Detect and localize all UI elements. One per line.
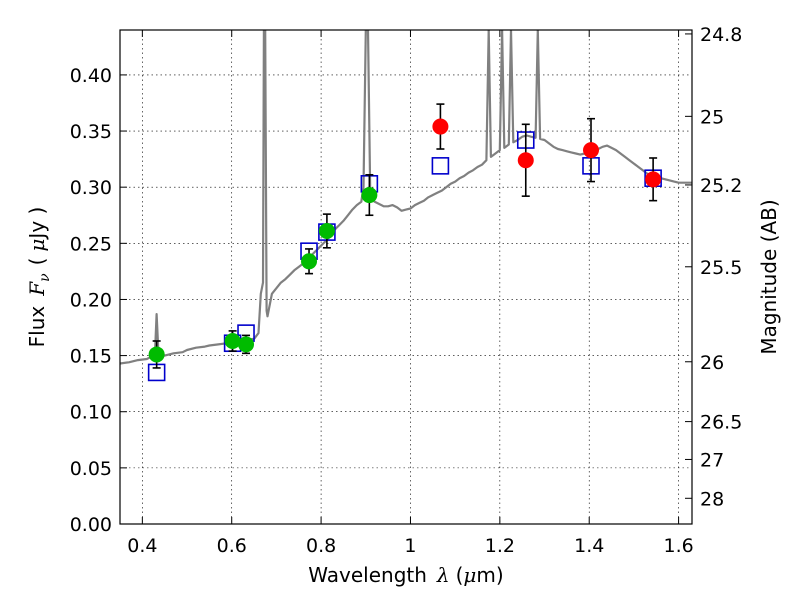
optical-observation-point <box>318 222 335 239</box>
x-tick-label: 1.4 <box>574 535 604 557</box>
y2-tick-label: 27 <box>700 449 724 471</box>
y2-tick-label: 26.5 <box>700 412 742 434</box>
y-axis-unit-rest: Jy ) <box>25 207 49 241</box>
optical-observation-point <box>301 253 318 270</box>
x-axis-unit-open: ( <box>456 563 464 587</box>
y-tick-label: 0.15 <box>70 346 112 368</box>
y-axis-flux-subscript: ν <box>37 273 53 282</box>
y-tick-label: 0.05 <box>70 458 112 480</box>
y2-tick-label: 24.8 <box>700 24 742 46</box>
nir-observation-point <box>432 118 449 135</box>
y-axis-flux-symbol: F <box>25 281 49 297</box>
x-axis-title: Wavelength λ (μm) <box>308 563 503 587</box>
optical-observation-point <box>361 187 378 204</box>
nir-observation-point <box>645 171 662 188</box>
y-axis-unit-open: ( <box>25 258 49 266</box>
model-flux-square <box>431 157 450 175</box>
y-axis-title-prefix: Flux <box>25 306 49 348</box>
plot-frame <box>119 29 693 525</box>
x-axis-lambda: λ <box>436 563 450 587</box>
y-tick-label: 0.25 <box>70 233 112 255</box>
nir-observation-point <box>583 142 600 159</box>
axes: 0.4 0.6 0.8 1 1.2 1.4 1.6 0.00 0.05 0.10 0.15 0.20 0… <box>70 24 743 557</box>
y2-tick-label: 25.2 <box>700 175 742 197</box>
x-tick-label: 1.2 <box>485 535 515 557</box>
x-axis-unit-rest: m) <box>476 563 503 587</box>
plot-background <box>120 30 692 524</box>
x-tick-label: 1.6 <box>663 535 693 557</box>
nir-observation-point <box>517 152 534 169</box>
y-tick-label: 0.10 <box>70 402 112 424</box>
x-tick-label: 0.6 <box>217 535 247 557</box>
y2-axis-title: Magnitude (AB) <box>757 199 781 354</box>
y-axis-unit-mu: μ <box>25 239 49 252</box>
y2-tick-label: 25.5 <box>700 257 742 279</box>
x-axis-unit-mu: μ <box>463 563 476 587</box>
x-axis-title-prefix: Wavelength <box>308 563 427 587</box>
y-tick-label: 0.40 <box>70 65 112 87</box>
x-tick-label: 1 <box>404 535 416 557</box>
y-tick-label: 0.35 <box>70 121 112 143</box>
x-tick-label: 0.4 <box>127 535 157 557</box>
y2-tick-label: 25 <box>700 106 724 128</box>
y-axis-title: Flux Fν ( μJy ) <box>25 207 53 348</box>
optical-observation-point <box>238 336 255 353</box>
y2-tick-label: 26 <box>700 352 724 374</box>
y-tick-label: 0.00 <box>70 514 112 536</box>
y-tick-label: 0.30 <box>70 177 112 199</box>
plot-marks <box>120 30 692 382</box>
y-tick-label: 0.20 <box>70 289 112 311</box>
optical-observation-point <box>224 332 241 349</box>
optical-observation-point <box>148 346 165 363</box>
y2-tick-label: 28 <box>700 488 724 510</box>
x-tick-label: 0.8 <box>306 535 336 557</box>
